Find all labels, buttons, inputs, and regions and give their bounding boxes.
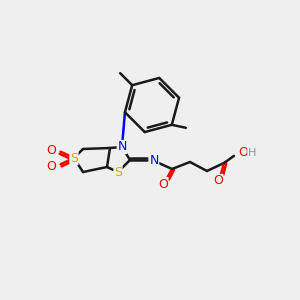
Text: N: N xyxy=(117,140,127,154)
Text: O: O xyxy=(46,143,56,157)
Text: O: O xyxy=(238,146,248,160)
Text: S: S xyxy=(114,166,122,178)
Text: O: O xyxy=(46,160,56,172)
Text: S: S xyxy=(70,152,78,164)
Text: O: O xyxy=(158,178,168,190)
Text: O: O xyxy=(213,175,223,188)
Text: H: H xyxy=(248,148,256,158)
Text: N: N xyxy=(149,154,159,166)
